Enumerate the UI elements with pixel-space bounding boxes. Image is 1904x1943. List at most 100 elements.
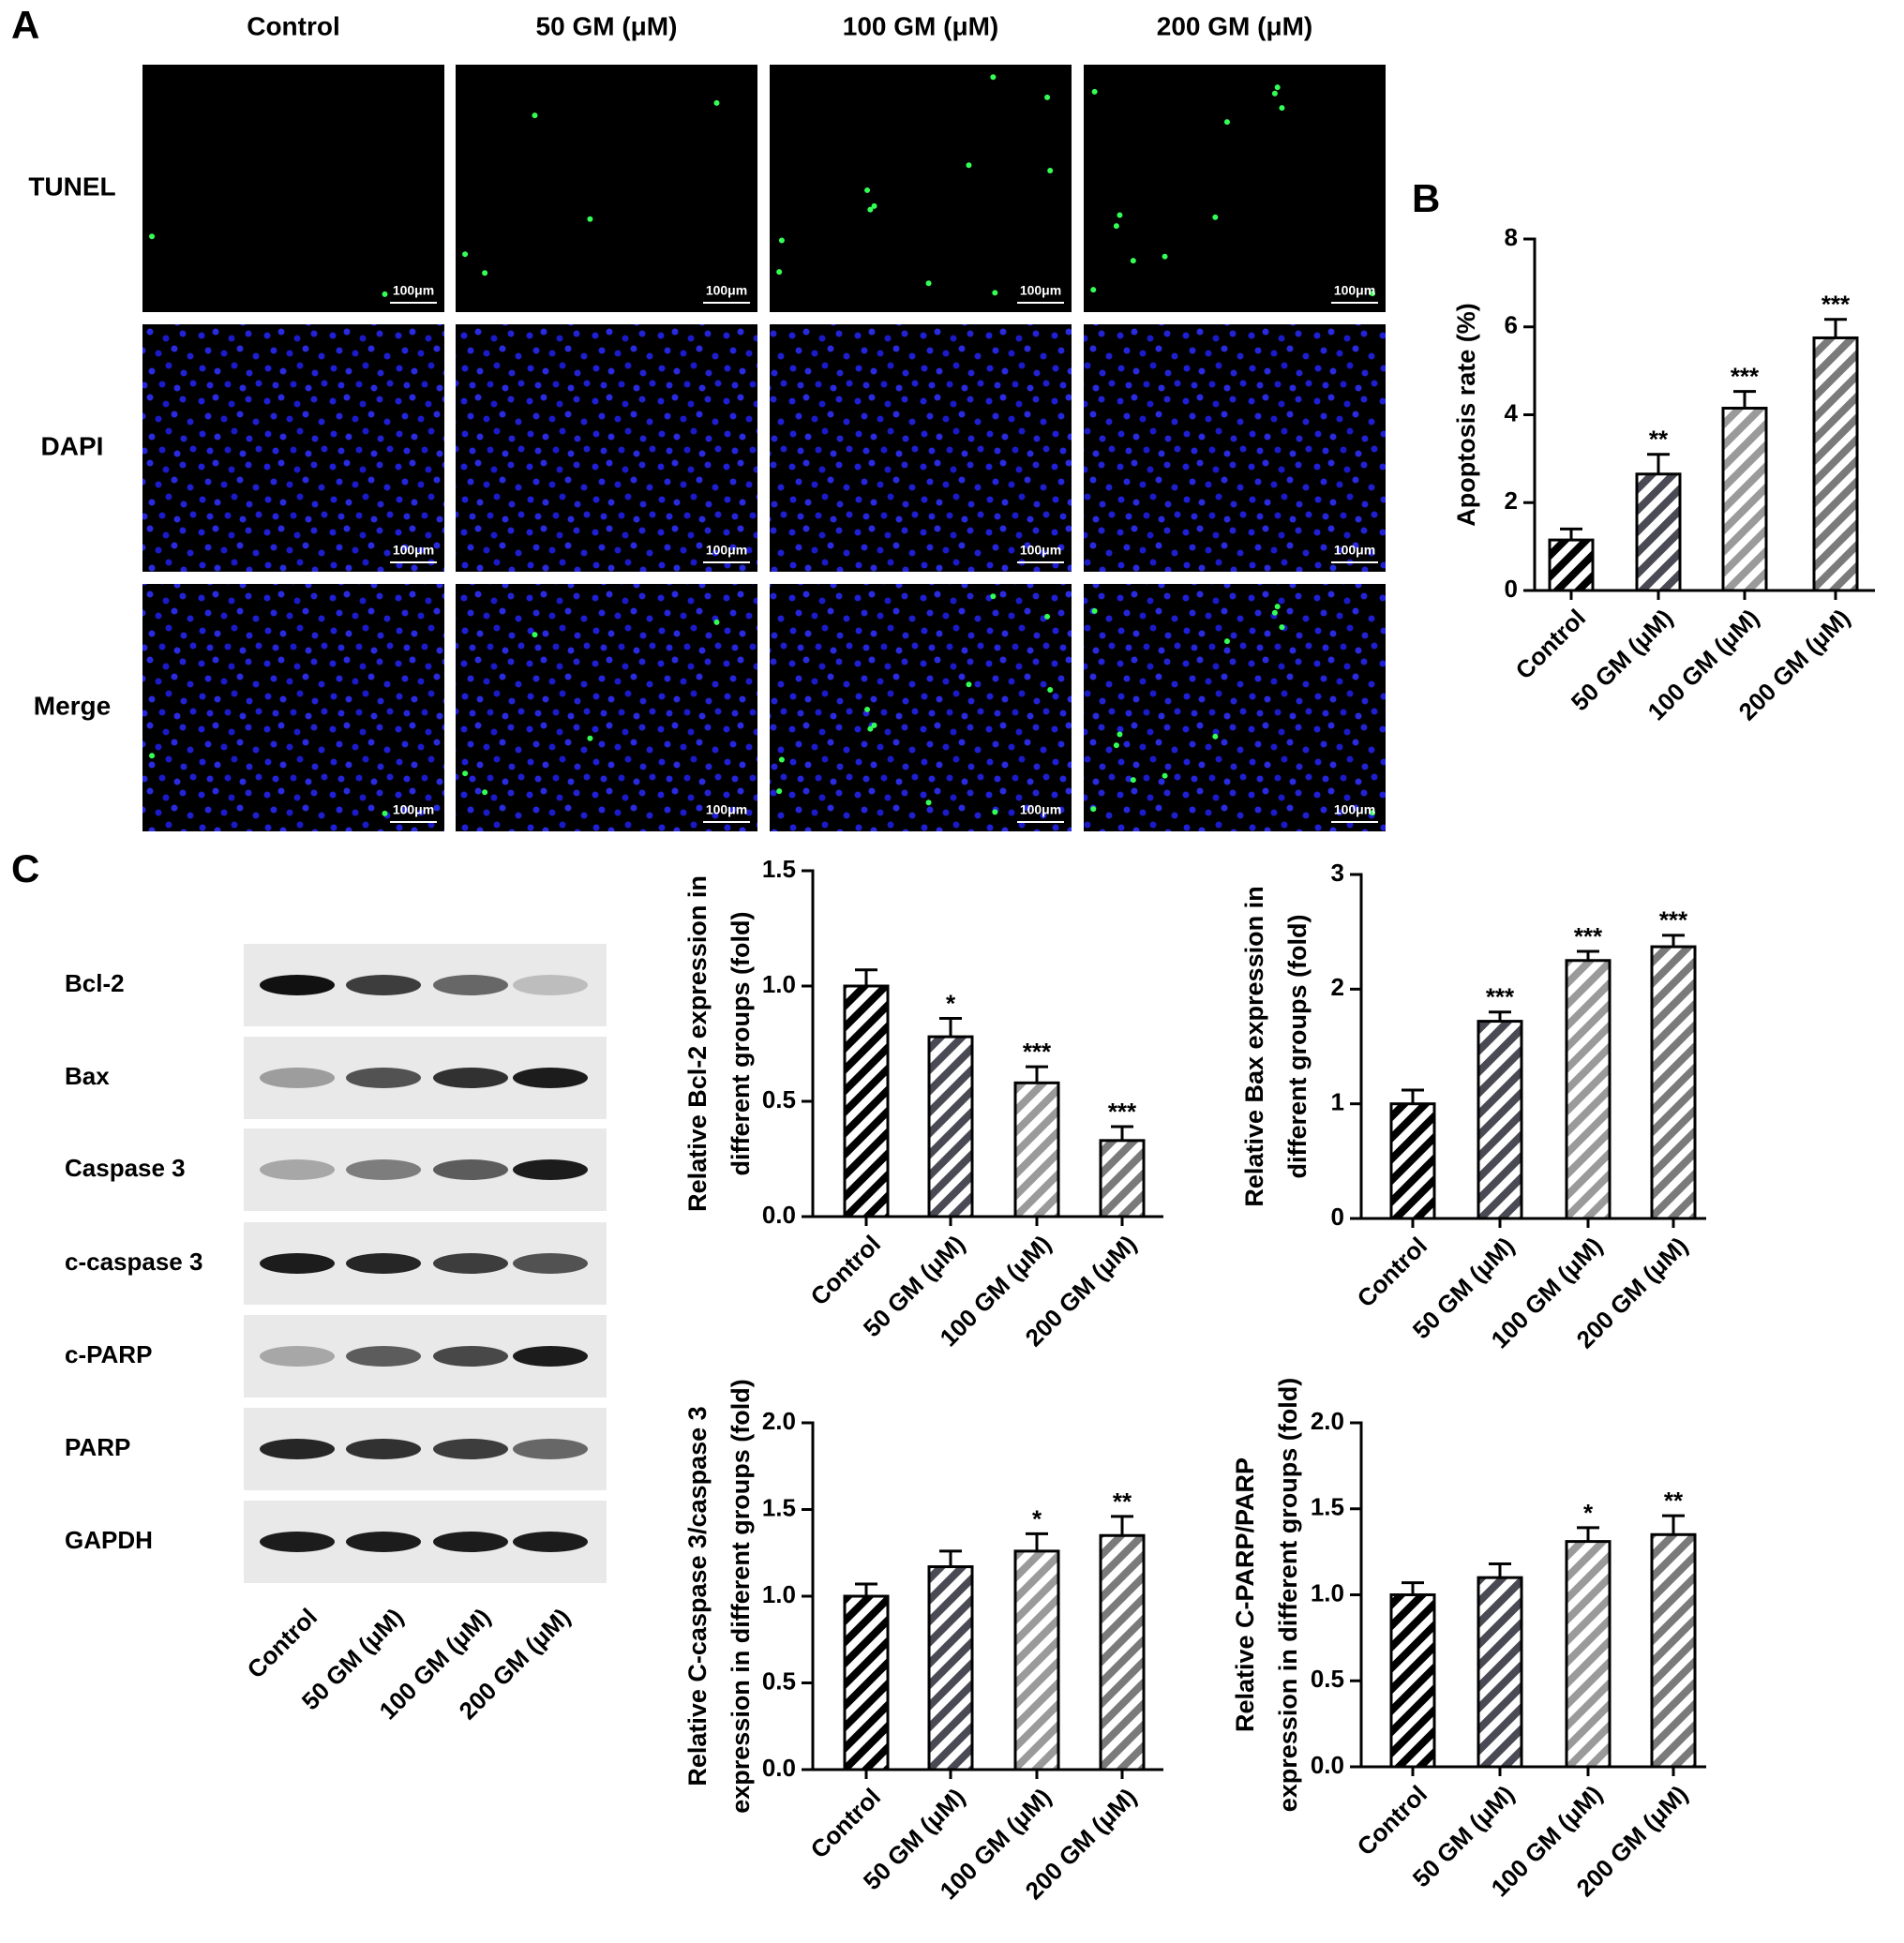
significance-label: *** [1108, 1098, 1137, 1126]
tunel-dot [1090, 287, 1097, 293]
y-tick-label: 0.0 [762, 1201, 796, 1229]
tunel-dot [532, 112, 538, 119]
tunel-dot [1162, 772, 1168, 779]
column-header: 50 GM (μM) [536, 11, 678, 40]
bar [927, 1035, 974, 1218]
micrograph [1084, 324, 1386, 572]
bar [1477, 1020, 1523, 1220]
blot-band [346, 1532, 421, 1552]
tunel-dot [1047, 167, 1054, 173]
tunel-dot [925, 280, 932, 287]
y-axis-label: Relative Bax expression in [1240, 886, 1268, 1206]
tunel-dot [1044, 613, 1051, 620]
blot-band [346, 1159, 421, 1180]
bar [1477, 1576, 1523, 1769]
tunel-dot [966, 162, 972, 169]
scale-bar-label: 100μm [1020, 802, 1061, 817]
tunel-dot [871, 722, 877, 728]
blot-band [433, 975, 508, 995]
significance-label: ** [1649, 426, 1669, 454]
y-tick-label: 0.5 [1311, 1665, 1344, 1693]
blot-band [513, 1068, 588, 1088]
blot-band [260, 1346, 335, 1367]
tunel-dot [1274, 84, 1281, 91]
scale-bar-label: 100μm [706, 802, 747, 817]
column-header: Control [247, 11, 340, 40]
tunel-dot [1091, 607, 1098, 614]
tunel-dot [871, 202, 877, 209]
tunel-dot [1212, 214, 1219, 220]
protein-label: c-caspase 3 [65, 1248, 202, 1276]
blot-band [346, 1346, 421, 1367]
tunel-dot [1223, 119, 1230, 126]
scale-bar-label: 100μm [1020, 543, 1061, 558]
bar [1099, 1533, 1146, 1771]
tunel-dot [587, 735, 593, 741]
bar [927, 1565, 974, 1771]
bar [843, 984, 890, 1218]
bar [1565, 1540, 1612, 1769]
y-tick-label: 0.0 [1311, 1751, 1344, 1779]
bar [1635, 472, 1682, 592]
y-tick-label: 1.5 [762, 1493, 796, 1521]
scale-bar-label: 100μm [1334, 543, 1375, 558]
column-header: 100 GM (μM) [843, 11, 998, 40]
tunel-dot [1274, 604, 1281, 610]
x-tick-label: Control [1352, 1232, 1433, 1313]
tunel-dot [864, 706, 871, 712]
tunel-dot [925, 800, 932, 806]
significance-label: ** [1113, 1487, 1132, 1516]
significance-label: * [1032, 1504, 1042, 1532]
tunel-dot [587, 216, 593, 222]
blot-band [260, 1068, 335, 1088]
protein-label: PARP [65, 1433, 130, 1461]
y-tick-label: 1.0 [1311, 1578, 1344, 1607]
tunel-dot [149, 753, 156, 759]
y-axis-label: expression in different groups (fold) [1274, 1378, 1302, 1813]
tunel-dot [462, 770, 469, 777]
panel-label: A [11, 3, 39, 47]
micrograph [456, 324, 757, 572]
tunel-dot [778, 237, 785, 244]
tunel-dot [1279, 624, 1285, 631]
panel-label: B [1412, 176, 1440, 220]
y-tick-label: 0.5 [762, 1085, 796, 1113]
micrograph [770, 584, 1072, 831]
blot-band [513, 1532, 588, 1552]
bar [1650, 1532, 1697, 1769]
tunel-dot [462, 251, 469, 258]
bar [1565, 959, 1612, 1220]
blot-band [260, 975, 335, 995]
bar [1013, 1549, 1060, 1771]
y-tick-label: 6 [1505, 311, 1518, 339]
blot-band [346, 975, 421, 995]
blot-band [260, 1253, 335, 1274]
x-tick-label: Control [805, 1783, 887, 1864]
significance-label: *** [1659, 906, 1688, 934]
scale-bar-label: 100μm [1334, 802, 1375, 817]
blot-band [260, 1439, 335, 1459]
blot-band [346, 1068, 421, 1088]
row-label: Merge [34, 691, 111, 720]
scale-bar-label: 100μm [393, 802, 434, 817]
micrograph [456, 584, 757, 831]
tunel-dot [713, 99, 720, 106]
protein-label: Bcl-2 [65, 969, 125, 997]
protein-label: Caspase 3 [65, 1154, 186, 1182]
bar [1721, 406, 1768, 592]
y-tick-label: 1.0 [762, 970, 796, 998]
micrograph [142, 65, 444, 312]
y-axis-label: Relative C-PARP/PARP [1231, 1457, 1259, 1732]
tunel-dot [1130, 258, 1136, 264]
tunel-dot [482, 789, 488, 796]
tunel-dot [1117, 731, 1123, 738]
y-tick-label: 0.5 [762, 1666, 796, 1695]
micrograph [1084, 65, 1386, 312]
y-tick-label: 2 [1331, 973, 1344, 1001]
blot-band [513, 1253, 588, 1274]
y-axis-label: Relative Bcl-2 expression in [683, 875, 712, 1212]
bar [1389, 1102, 1436, 1220]
blot-band [433, 1439, 508, 1459]
blot-band [260, 1159, 335, 1180]
significance-label: *** [1574, 922, 1603, 950]
